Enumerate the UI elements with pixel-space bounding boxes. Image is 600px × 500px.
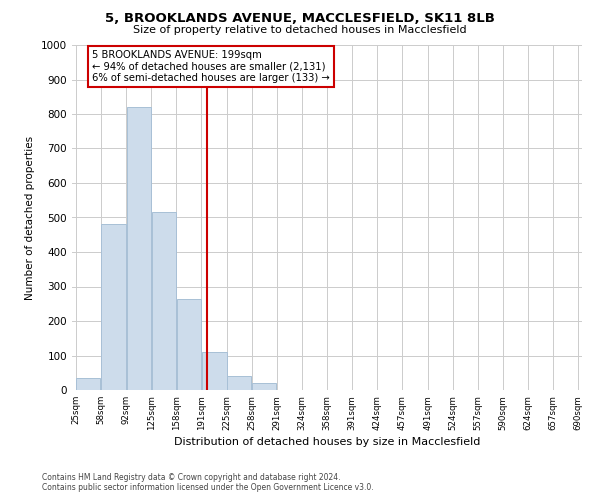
Text: 5, BROOKLANDS AVENUE, MACCLESFIELD, SK11 8LB: 5, BROOKLANDS AVENUE, MACCLESFIELD, SK11… (105, 12, 495, 26)
Bar (101, 224, 126, 390)
Text: Contains HM Land Registry data © Crown copyright and database right 2024.
Contai: Contains HM Land Registry data © Crown c… (42, 473, 374, 492)
Bar (202, 352, 227, 390)
Bar (76, 378, 100, 390)
Bar (227, 376, 251, 390)
X-axis label: Distribution of detached houses by size in Macclesfield: Distribution of detached houses by size … (174, 436, 480, 446)
Y-axis label: Number of detached properties: Number of detached properties (25, 136, 35, 300)
Text: 5 BROOKLANDS AVENUE: 199sqm
← 94% of detached houses are smaller (2,131)
6% of s: 5 BROOKLANDS AVENUE: 199sqm ← 94% of det… (92, 50, 330, 84)
Bar (176, 300, 201, 390)
Bar (152, 212, 176, 390)
Bar (252, 383, 277, 390)
Bar (127, 107, 151, 390)
Text: Size of property relative to detached houses in Macclesfield: Size of property relative to detached ho… (133, 25, 467, 35)
